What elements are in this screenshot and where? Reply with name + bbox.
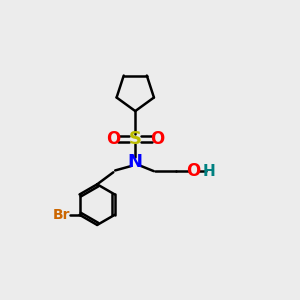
- Text: H: H: [202, 164, 215, 178]
- Text: Br: Br: [53, 208, 70, 222]
- Text: O: O: [151, 130, 165, 148]
- Text: O: O: [186, 162, 201, 180]
- Text: N: N: [128, 153, 143, 171]
- Text: S: S: [129, 130, 142, 148]
- Text: O: O: [106, 130, 120, 148]
